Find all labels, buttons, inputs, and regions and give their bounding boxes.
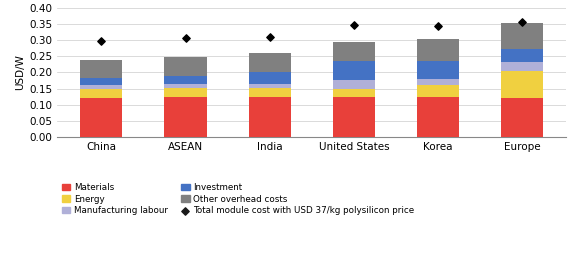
Bar	[501, 23, 543, 49]
Bar	[501, 71, 543, 98]
Bar	[333, 42, 375, 61]
Bar	[249, 53, 291, 72]
Bar	[333, 97, 375, 137]
Bar	[165, 88, 206, 97]
Y-axis label: USD/W: USD/W	[15, 54, 25, 90]
Bar	[501, 98, 543, 137]
Bar	[249, 72, 291, 84]
Bar	[249, 88, 291, 97]
Bar	[333, 80, 375, 89]
Point	[97, 39, 106, 43]
Point	[349, 23, 359, 27]
Bar	[249, 97, 291, 137]
Bar	[165, 84, 206, 88]
Bar	[249, 84, 291, 88]
Point	[181, 36, 190, 40]
Bar	[80, 78, 122, 85]
Bar	[501, 62, 543, 71]
Bar	[80, 60, 122, 78]
Bar	[165, 97, 206, 137]
Bar	[417, 79, 459, 85]
Bar	[417, 85, 459, 97]
Point	[518, 20, 527, 24]
Bar	[80, 98, 122, 137]
Bar	[333, 89, 375, 97]
Bar	[80, 85, 122, 89]
Legend: Materials, Energy, Manufacturing labour, Investment, Other overhead costs, Total: Materials, Energy, Manufacturing labour,…	[62, 183, 414, 215]
Bar	[417, 61, 459, 79]
Point	[265, 35, 274, 39]
Bar	[501, 49, 543, 62]
Bar	[417, 97, 459, 137]
Bar	[165, 76, 206, 84]
Point	[434, 24, 443, 28]
Bar	[417, 39, 459, 61]
Bar	[80, 89, 122, 98]
Bar	[165, 57, 206, 76]
Bar	[333, 61, 375, 80]
